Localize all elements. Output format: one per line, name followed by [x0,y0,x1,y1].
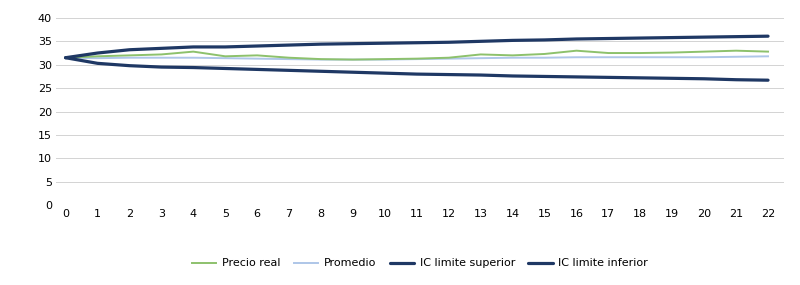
IC limite inferior [125,64,134,67]
Precio real [284,56,294,60]
IC limite inferior [572,75,582,79]
IC limite superior [572,37,582,41]
Precio real [444,56,454,60]
Promedio [731,55,741,58]
IC limite inferior [444,73,454,76]
IC limite inferior [61,56,70,60]
Precio real [61,56,70,60]
Promedio [284,57,294,61]
Precio real [635,51,645,55]
IC limite inferior [189,66,198,69]
IC limite superior [444,40,454,44]
Promedio [380,58,390,61]
IC limite inferior [731,78,741,82]
IC limite inferior [348,70,358,74]
Precio real [763,50,773,53]
Precio real [157,53,166,56]
Promedio [348,58,358,61]
IC limite superior [635,36,645,40]
IC limite superior [763,34,773,38]
IC limite inferior [93,62,102,65]
Promedio [412,57,422,61]
IC limite superior [667,36,677,39]
IC limite inferior [635,76,645,80]
Line: Precio real: Precio real [66,51,768,60]
IC limite superior [125,48,134,52]
IC limite inferior [699,77,709,80]
IC limite superior [508,39,518,42]
Precio real [603,51,613,55]
Precio real [476,53,486,56]
Precio real [221,55,230,58]
Line: IC limite superior: IC limite superior [66,36,768,58]
Precio real [189,50,198,53]
IC limite inferior [667,77,677,80]
Precio real [667,51,677,54]
Precio real [508,54,518,57]
Promedio [699,56,709,59]
IC limite inferior [284,69,294,72]
IC limite inferior [763,78,773,82]
IC limite inferior [603,76,613,79]
IC limite superior [348,42,358,45]
Precio real [699,50,709,53]
IC limite superior [252,44,262,48]
Promedio [316,58,326,61]
Promedio [476,56,486,60]
IC limite superior [61,56,70,60]
Promedio [540,56,550,60]
IC limite superior [221,45,230,49]
Precio real [540,52,550,56]
IC limite inferior [252,68,262,71]
IC limite superior [189,45,198,49]
IC limite inferior [540,75,550,78]
Line: Promedio: Promedio [66,56,768,60]
Legend: Precio real, Promedio, IC limite superior, IC limite inferior: Precio real, Promedio, IC limite superio… [187,254,653,273]
IC limite inferior [380,72,390,75]
IC limite inferior [316,70,326,73]
Precio real [572,49,582,52]
IC limite superior [157,47,166,50]
IC limite superior [476,40,486,43]
Precio real [731,49,741,52]
IC limite inferior [157,65,166,69]
Line: IC limite inferior: IC limite inferior [66,58,768,80]
IC limite superior [380,42,390,45]
Promedio [667,56,677,59]
IC limite superior [603,37,613,40]
Promedio [157,56,166,60]
IC limite inferior [508,74,518,78]
Promedio [508,56,518,60]
Promedio [189,56,198,60]
IC limite superior [93,51,102,55]
Precio real [348,58,358,61]
Precio real [380,57,390,61]
Precio real [252,54,262,57]
Promedio [61,56,70,60]
Precio real [93,55,102,58]
IC limite inferior [412,72,422,76]
Promedio [572,56,582,59]
Precio real [316,57,326,61]
Promedio [93,56,102,60]
IC limite inferior [221,67,230,70]
IC limite superior [540,38,550,42]
Promedio [125,56,134,60]
Promedio [444,57,454,60]
Promedio [221,56,230,60]
IC limite superior [731,35,741,38]
IC limite superior [412,41,422,44]
Promedio [635,56,645,59]
Promedio [252,57,262,60]
Promedio [763,55,773,58]
IC limite inferior [476,73,486,77]
IC limite superior [284,43,294,47]
Precio real [125,54,134,57]
IC limite superior [699,35,709,39]
IC limite superior [316,42,326,46]
Promedio [603,56,613,59]
Precio real [412,57,422,60]
